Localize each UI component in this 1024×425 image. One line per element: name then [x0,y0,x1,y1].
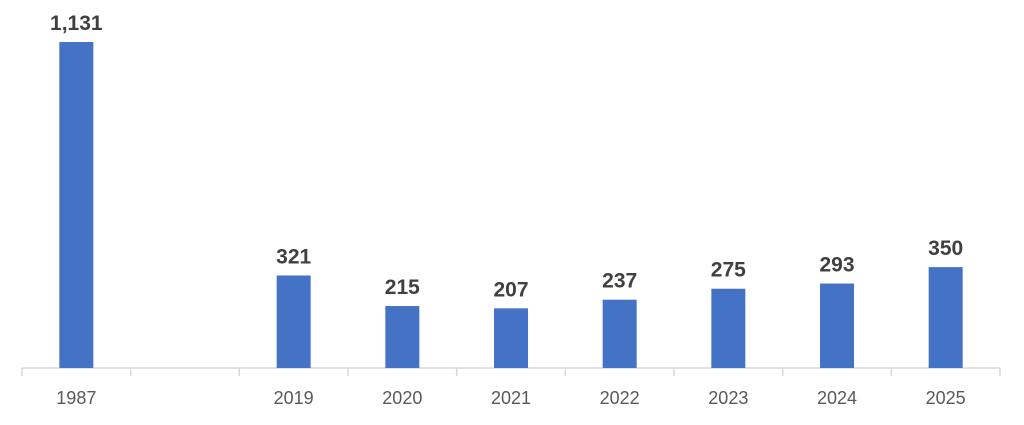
x-tick-label: 2025 [926,388,966,408]
bar [494,308,528,368]
data-label: 321 [276,245,311,268]
data-label: 237 [602,270,637,293]
x-tick-label: 2022 [600,388,640,408]
x-tick-label: 2019 [274,388,314,408]
data-label: 207 [493,278,528,301]
data-label: 350 [928,237,963,260]
x-tick-label: 2023 [708,388,748,408]
x-tick-label: 2021 [491,388,531,408]
bar [820,283,854,368]
data-label: 293 [819,254,854,277]
bar [276,275,311,368]
x-tick-label: 2024 [817,388,857,408]
x-tick-label: 1987 [56,388,96,408]
bar [602,299,637,368]
bar [385,306,420,368]
data-label: 275 [711,259,746,282]
bar [711,288,746,368]
x-tick-label: 2020 [382,388,422,408]
data-label: 1,131 [50,12,103,35]
bar [928,267,963,368]
bar [59,42,94,368]
data-label: 215 [385,276,420,299]
